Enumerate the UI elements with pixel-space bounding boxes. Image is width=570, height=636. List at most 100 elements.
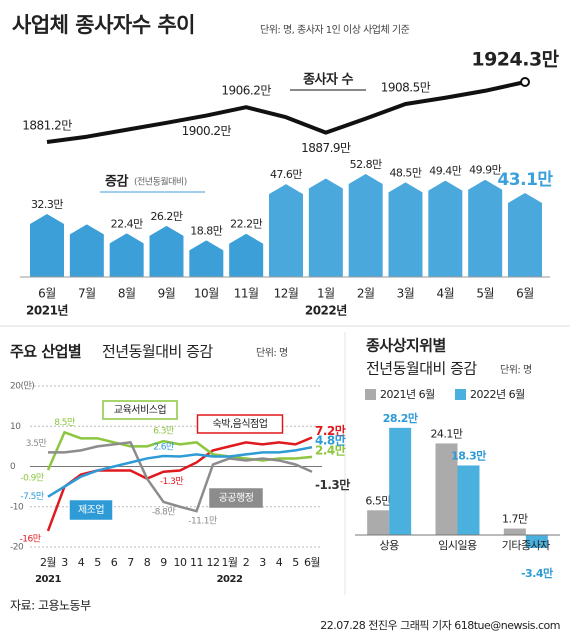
bar <box>269 184 303 277</box>
bar <box>508 192 542 277</box>
x-tick-label: 4 <box>276 556 283 569</box>
legend-box <box>196 414 284 434</box>
legend-label: 2022년 6월 <box>470 388 525 401</box>
bar <box>457 465 480 535</box>
x-tick-label: 2월 <box>357 287 375 301</box>
year-label: 2022 <box>217 574 243 585</box>
value-label: 22.2만 <box>230 218 262 231</box>
bar <box>388 182 423 277</box>
bar <box>428 180 463 277</box>
series-name: 증감 <box>105 175 128 190</box>
x-tick-label: 2월 <box>40 556 56 569</box>
bar <box>468 179 503 277</box>
value-label: 8.5만 <box>54 417 75 428</box>
bar <box>229 233 264 277</box>
value-label: 49.9만 <box>469 164 501 177</box>
value-label: 48.5만 <box>389 166 421 179</box>
y-tick-label: -10 <box>10 502 24 512</box>
value-label: 47.6만 <box>270 168 302 181</box>
x-tick-label: 11 <box>190 556 203 569</box>
value-label: -7.5만 <box>20 491 44 502</box>
bar <box>389 427 412 535</box>
value-label: 7.2만 <box>315 423 346 438</box>
x-tick-label: 8월 <box>118 287 136 301</box>
value-label: 22.4만 <box>111 217 143 230</box>
source: 자료: 고용노동부 <box>10 599 91 613</box>
bar <box>367 510 390 535</box>
value-label: -11.1만 <box>188 516 217 527</box>
x-tick-label: 2 <box>243 556 250 569</box>
value-label: 2.4만 <box>315 442 346 457</box>
value-label: 1900.2만 <box>182 124 232 138</box>
bar <box>525 535 548 548</box>
bar <box>348 174 383 277</box>
bar <box>30 214 64 277</box>
value-label: 18.3만 <box>451 448 486 462</box>
chart-title: 종사상지위별 <box>366 337 446 355</box>
value-label: 1.7만 <box>502 513 528 526</box>
x-tick-label: 12 <box>207 556 220 569</box>
x-tick-label: 1월 <box>317 287 335 301</box>
unit-note: 단위: 명 <box>500 363 532 376</box>
x-tick-label: 상용 <box>380 539 400 552</box>
bar <box>149 225 184 277</box>
x-tick-label: 5 <box>94 556 101 569</box>
y-tick-label: 0 <box>10 462 16 472</box>
value-label: 1924.3만 <box>471 49 559 71</box>
unit-note: 단위: 명, 종사자 1인 이상 사업체 기준 <box>260 23 410 36</box>
year-label: 2021년 <box>26 304 68 318</box>
x-tick-label: 5 <box>292 556 299 569</box>
bar <box>435 443 458 535</box>
value-label: 18.8만 <box>190 224 222 237</box>
series-note: (전년동월대비) <box>134 176 187 188</box>
x-tick-label: 6월 <box>38 287 56 301</box>
legend-swatch <box>365 389 376 400</box>
chart-subtitle: 전년동월대비 증감 <box>366 360 477 378</box>
legend-box <box>69 500 113 520</box>
value-label: -8.8만 <box>152 506 176 517</box>
value-label: 26.2만 <box>150 210 182 223</box>
value-label: 49.4만 <box>429 165 461 178</box>
x-tick-label: 3 <box>61 556 68 569</box>
value-label: 6.5만 <box>365 494 391 507</box>
main-title: 사업체 종사자수 추이 <box>12 13 195 37</box>
legend-swatch <box>455 389 466 400</box>
line <box>47 445 313 498</box>
x-tick-label: 9월 <box>158 287 176 301</box>
y-tick-label: 20(만) <box>10 381 34 392</box>
end-marker <box>520 77 530 87</box>
x-tick-label: 11월 <box>234 287 259 301</box>
legend-label: 2021년 6월 <box>380 388 435 401</box>
value-label: -1.3만 <box>315 477 350 492</box>
bar <box>308 178 343 277</box>
bar <box>69 224 104 277</box>
line <box>48 440 313 513</box>
value-label: 1887.9만 <box>301 141 351 155</box>
x-tick-label: 기타종사자 <box>502 539 550 552</box>
value-label: 24.1만 <box>430 427 462 440</box>
bar <box>109 233 144 277</box>
value-label: 3.5만 <box>26 438 47 449</box>
value-label: 52.8만 <box>350 158 382 171</box>
value-label: -16만 <box>20 533 41 544</box>
value-label: 1908.5만 <box>381 80 431 94</box>
x-tick-label: 8 <box>144 556 151 569</box>
chart-subtitle: 전년동월대비 증감 <box>102 343 213 361</box>
value-label: 1881.2만 <box>22 119 72 133</box>
x-tick-label: 4 <box>78 556 85 569</box>
credit: 22.07.28 전진우 그래픽 기자 618tue@newsis.com <box>320 619 560 632</box>
x-tick-label: 10 <box>174 556 187 569</box>
y-tick-label: 10 <box>10 422 21 432</box>
unit-note: 단위: 명 <box>256 346 288 359</box>
x-tick-label: 3월 <box>397 287 415 301</box>
legend-label: 공공행정 <box>219 492 254 504</box>
value-label: -0.9만 <box>20 473 44 484</box>
bar <box>503 528 526 535</box>
value-label: 43.1만 <box>497 170 553 190</box>
series-name: 종사자 수 <box>303 72 353 88</box>
x-tick-label: 7월 <box>78 287 96 301</box>
x-tick-label: 4월 <box>436 287 454 301</box>
legend-label: 제조업 <box>78 503 104 516</box>
legend-label: 교육서비스업 <box>114 403 166 416</box>
